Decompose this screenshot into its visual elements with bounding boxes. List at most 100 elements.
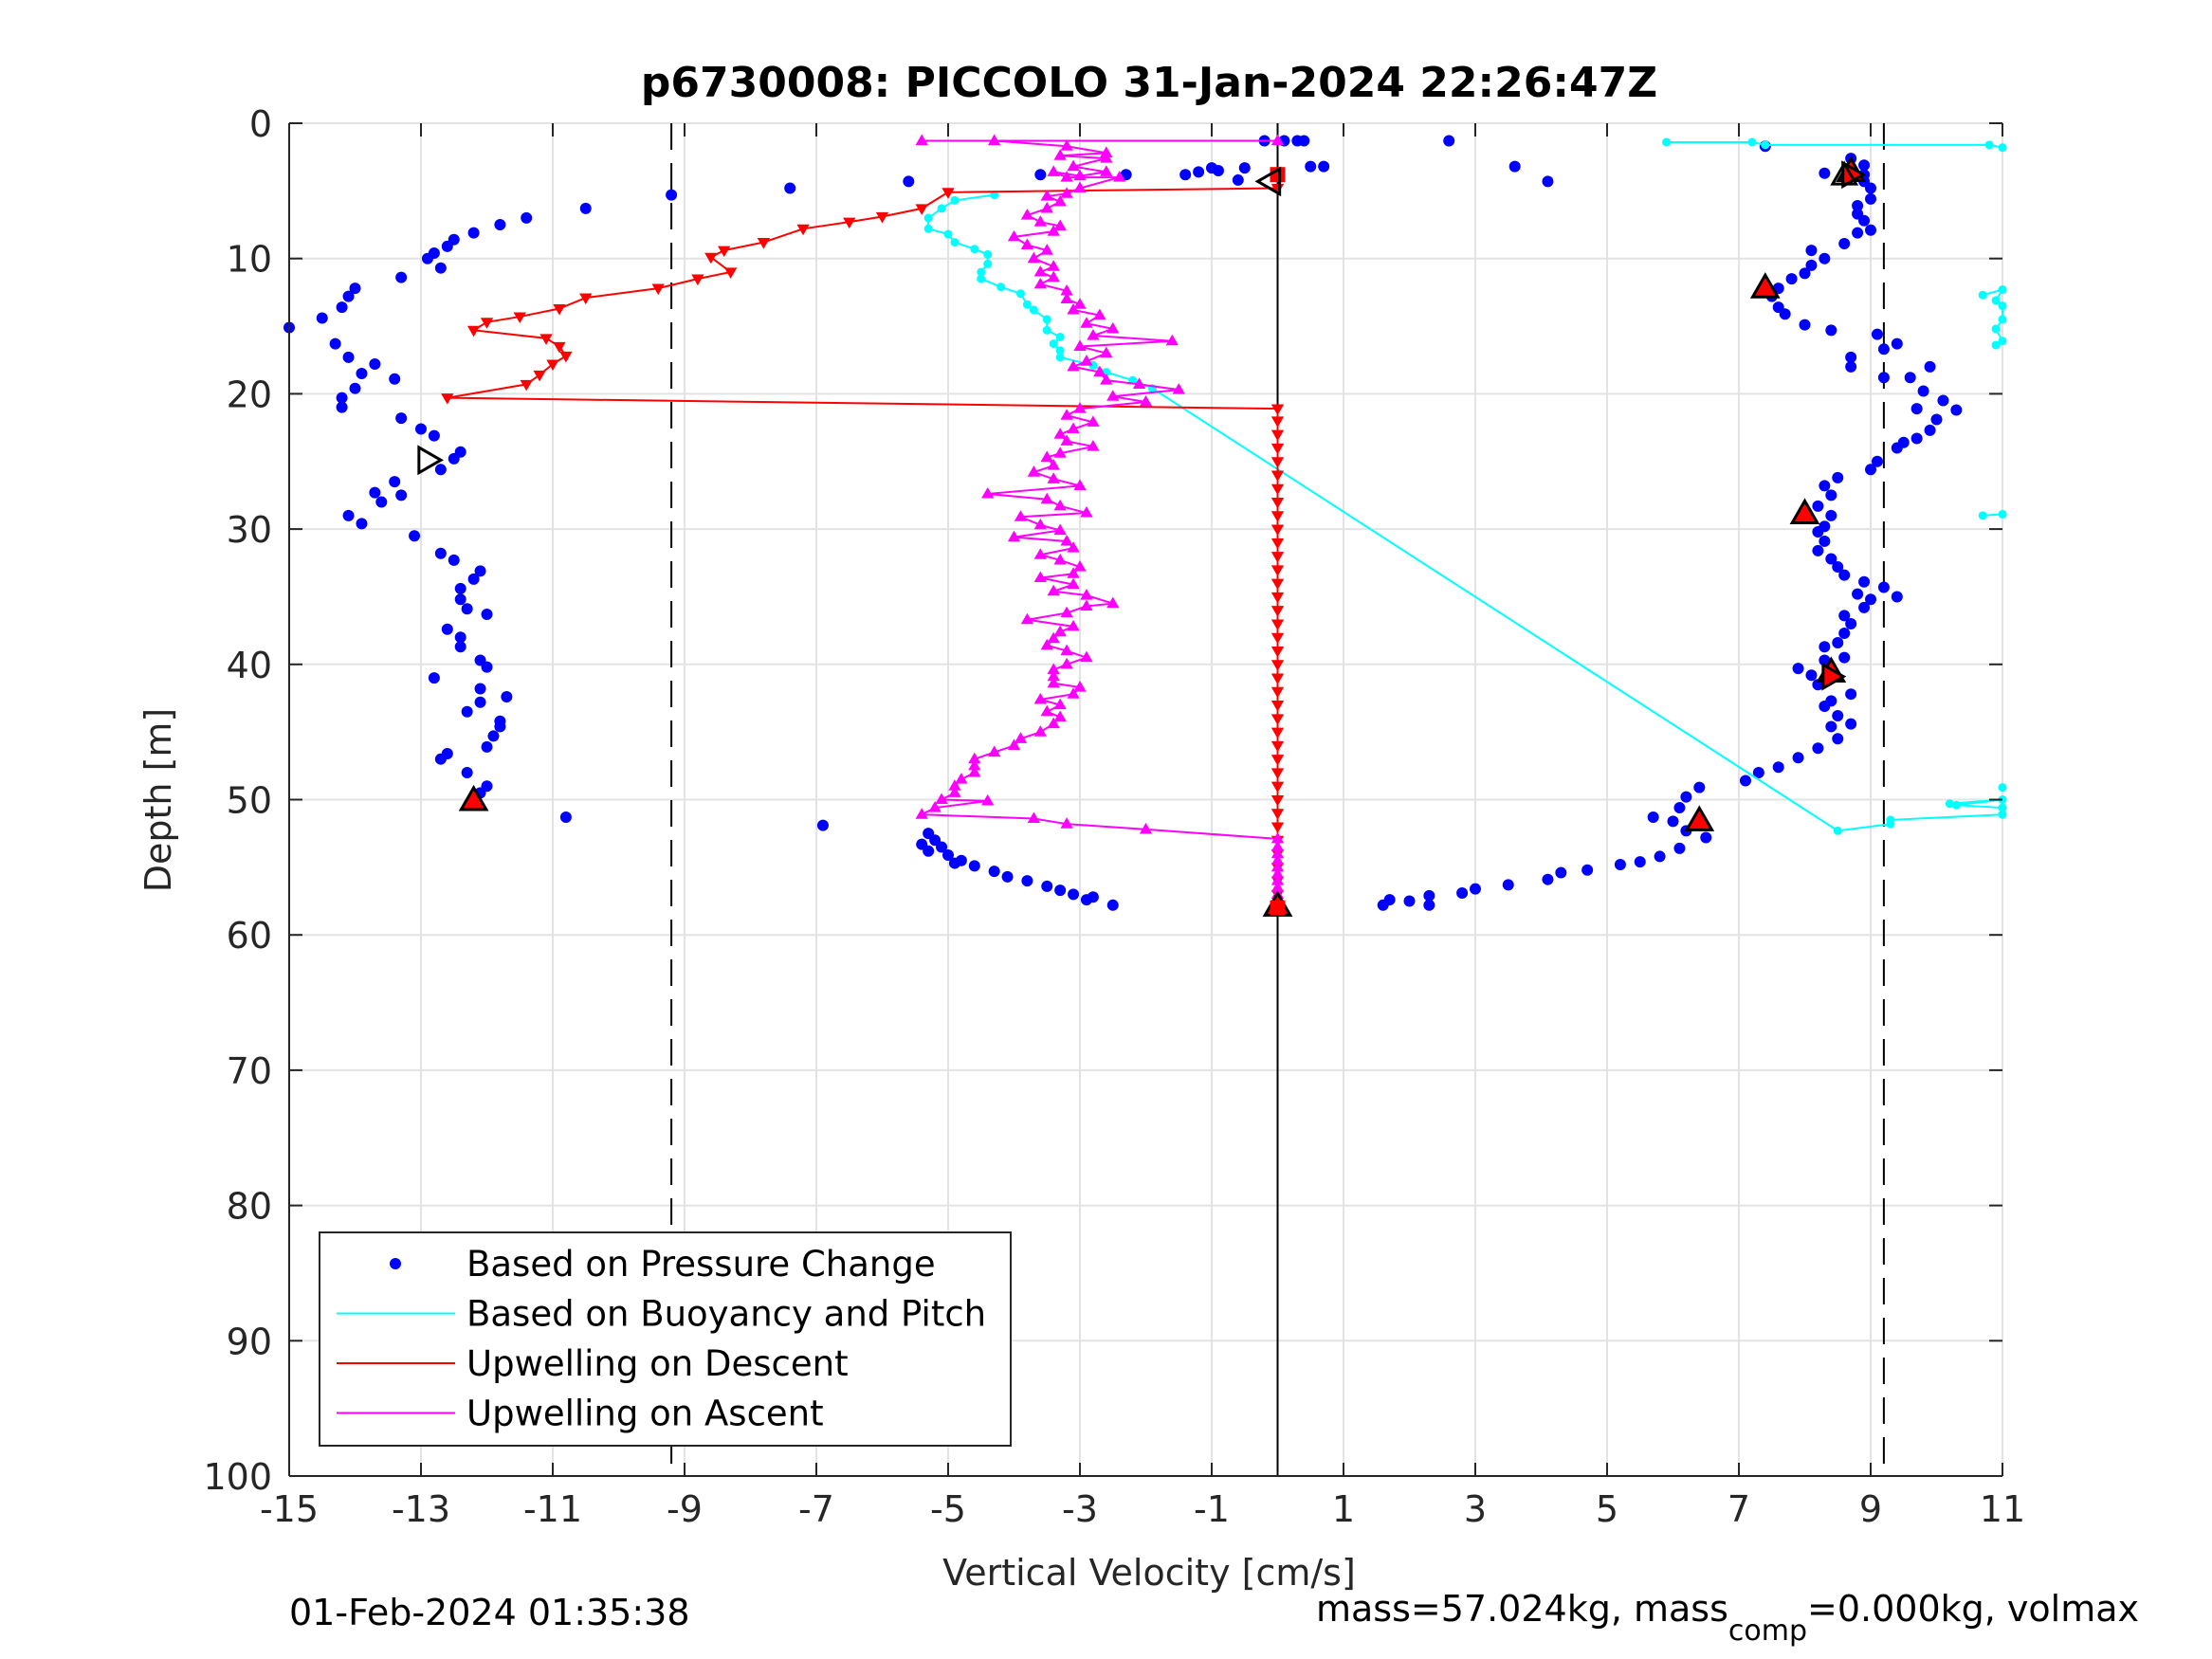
upwelling-descent-marker: [704, 252, 718, 264]
pressure-change-point: [1805, 259, 1818, 271]
upwelling-descent-marker: [1271, 673, 1285, 685]
upwelling-descent-marker: [1271, 822, 1285, 834]
pressure-change-point: [448, 452, 460, 465]
upwelling-ascent-marker: [1027, 251, 1040, 264]
upwelling-ascent-marker: [1047, 225, 1060, 236]
upwelling-ascent-marker: [1113, 171, 1126, 182]
pressure-change-point: [1792, 663, 1804, 675]
upwelling-descent-marker: [691, 274, 704, 286]
pressure-change-point: [1805, 669, 1818, 682]
pressure-change-point: [1825, 324, 1837, 337]
pressure-change-point: [903, 175, 915, 188]
legend-label: Based on Pressure Change: [466, 1244, 936, 1285]
pressure-change-point: [1904, 372, 1916, 384]
upwelling-ascent-marker: [1080, 505, 1093, 518]
y-tick-label: 100: [203, 1456, 272, 1498]
upwelling-descent-marker: [520, 379, 533, 392]
buoyancy-pitch-point: [1042, 315, 1051, 324]
pressure-change-point: [1891, 337, 1903, 350]
upwelling-ascent-marker: [1165, 334, 1179, 346]
pressure-change-point: [968, 860, 980, 872]
pressure-change-point: [375, 496, 388, 508]
buoyancy-pitch-point: [1998, 509, 2007, 519]
buoyancy-pitch-point: [1662, 137, 1672, 147]
upwelling-descent-marker: [533, 370, 546, 382]
upwelling-ascent-marker: [1047, 472, 1060, 483]
upwelling-ascent-marker: [1100, 374, 1113, 385]
buoyancy-pitch-point: [1833, 826, 1842, 835]
upwelling-ascent-marker: [1040, 244, 1053, 255]
pressure-change-point: [1838, 627, 1851, 639]
buoyancy-pitch-point: [1991, 296, 2001, 305]
upwelling-ascent-marker: [1053, 428, 1067, 439]
upwelling-ascent-marker: [1106, 321, 1120, 334]
pressure-change-point: [1772, 761, 1784, 774]
pressure-change-point: [342, 290, 355, 302]
pressure-change-point: [1799, 267, 1811, 280]
x-tick-label: 9: [1859, 1488, 1882, 1530]
pressure-change-point: [1502, 879, 1514, 891]
pressure-change-point: [389, 373, 401, 385]
upwelling-ascent-marker: [1060, 534, 1073, 546]
pressure-change-point: [1910, 403, 1923, 415]
pressure-change-point: [1792, 752, 1804, 764]
pressure-change-point: [1825, 553, 1837, 565]
upwelling-ascent-marker: [1080, 355, 1093, 366]
pressure-change-point: [1924, 424, 1936, 436]
pressure-change-point: [1456, 886, 1469, 899]
upwelling-ascent-marker: [1053, 447, 1067, 458]
pressure-change-point: [481, 661, 493, 673]
y-tick-label: 80: [227, 1186, 272, 1228]
buoyancy-pitch-point: [1998, 337, 2007, 346]
upwelling-descent-marker: [796, 224, 810, 236]
pressure-change-point: [494, 219, 506, 231]
pressure-change-point: [1937, 394, 1949, 407]
buoyancy-pitch-point: [923, 224, 933, 233]
upwelling-ascent-marker: [1040, 190, 1053, 201]
event-right-triangle: [1821, 662, 1847, 691]
pressure-change-point: [434, 262, 447, 274]
x-tick-label: 11: [1980, 1488, 2025, 1530]
upwelling-descent-marker: [546, 359, 559, 372]
buoyancy-pitch-point: [1991, 324, 2001, 334]
upwelling-descent-marker: [553, 341, 566, 354]
upwelling-descent-marker: [757, 238, 771, 249]
pressure-change-point: [1825, 720, 1837, 733]
pressure-change-point: [1054, 884, 1067, 897]
upwelling-ascent-marker: [1271, 866, 1285, 879]
pressure-change-point: [434, 547, 447, 559]
pressure-change-point: [1845, 718, 1857, 730]
upwelling-ascent-marker: [1080, 599, 1093, 611]
pressure-change-point: [1739, 775, 1751, 787]
pressure-change-point: [1581, 864, 1594, 876]
upwelling-ascent-marker: [1060, 171, 1073, 182]
pressure-change-point: [1819, 535, 1831, 547]
pressure-change-point: [1034, 169, 1047, 181]
buoyancy-pitch-point: [1998, 285, 2007, 295]
upwelling-ascent-marker: [1053, 553, 1067, 565]
pressure-change-point: [1825, 489, 1837, 501]
upwelling-ascent-marker: [1007, 530, 1021, 542]
pressure-change-point: [1910, 432, 1923, 445]
x-tick-label: 5: [1596, 1488, 1618, 1530]
pressure-change-point: [1819, 641, 1831, 653]
pressure-change-point: [1805, 245, 1818, 257]
pressure-change-point: [1812, 742, 1824, 755]
pressure-change-point: [1930, 413, 1943, 426]
upwelling-descent-marker: [513, 312, 526, 324]
upwelling-ascent-marker: [1271, 874, 1285, 885]
upwelling-ascent-marker: [915, 808, 928, 819]
upwelling-ascent-marker: [1053, 499, 1067, 511]
upwelling-ascent-marker: [1060, 434, 1073, 446]
upwelling-descent-marker: [559, 351, 573, 363]
pressure-change-point: [1819, 520, 1831, 533]
pressure-change-point: [342, 351, 355, 363]
upwelling-descent-marker: [1271, 511, 1285, 522]
y-tick-label: 30: [227, 509, 272, 551]
upwelling-descent-marker: [941, 188, 955, 199]
footer-timestamp: 01-Feb-2024 01:35:38: [289, 1592, 690, 1633]
pressure-change-point: [1206, 162, 1217, 174]
upwelling-ascent-marker: [955, 773, 968, 784]
x-tick-label: -9: [667, 1488, 703, 1530]
